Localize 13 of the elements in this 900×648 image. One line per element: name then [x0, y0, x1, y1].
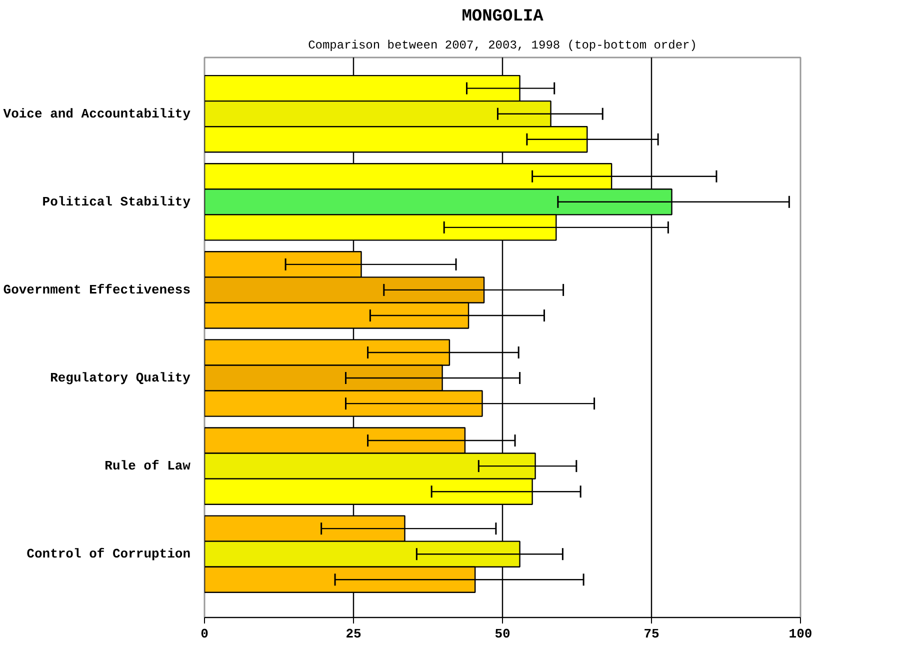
y-tick-label: Rule of Law	[104, 458, 191, 474]
x-tick-label: 25	[346, 626, 362, 642]
y-tick-label: Control of Corruption	[26, 546, 191, 562]
y-tick-label: Political Stability	[42, 194, 191, 210]
chart-title: MONGOLIA	[462, 8, 544, 26]
x-tick-label: 0	[200, 626, 209, 642]
x-tick-label: 100	[788, 626, 812, 642]
chart-subtitle: Comparison between 2007, 2003, 1998 (top-bottom order)	[308, 38, 697, 52]
y-tick-label: Regulatory Quality	[50, 370, 191, 386]
x-tick-label: 75	[644, 626, 660, 642]
y-tick-label: Government Effectiveness	[3, 282, 191, 298]
x-tick-label: 50	[494, 626, 510, 642]
y-tick-label: Voice and Accountability	[3, 106, 191, 122]
